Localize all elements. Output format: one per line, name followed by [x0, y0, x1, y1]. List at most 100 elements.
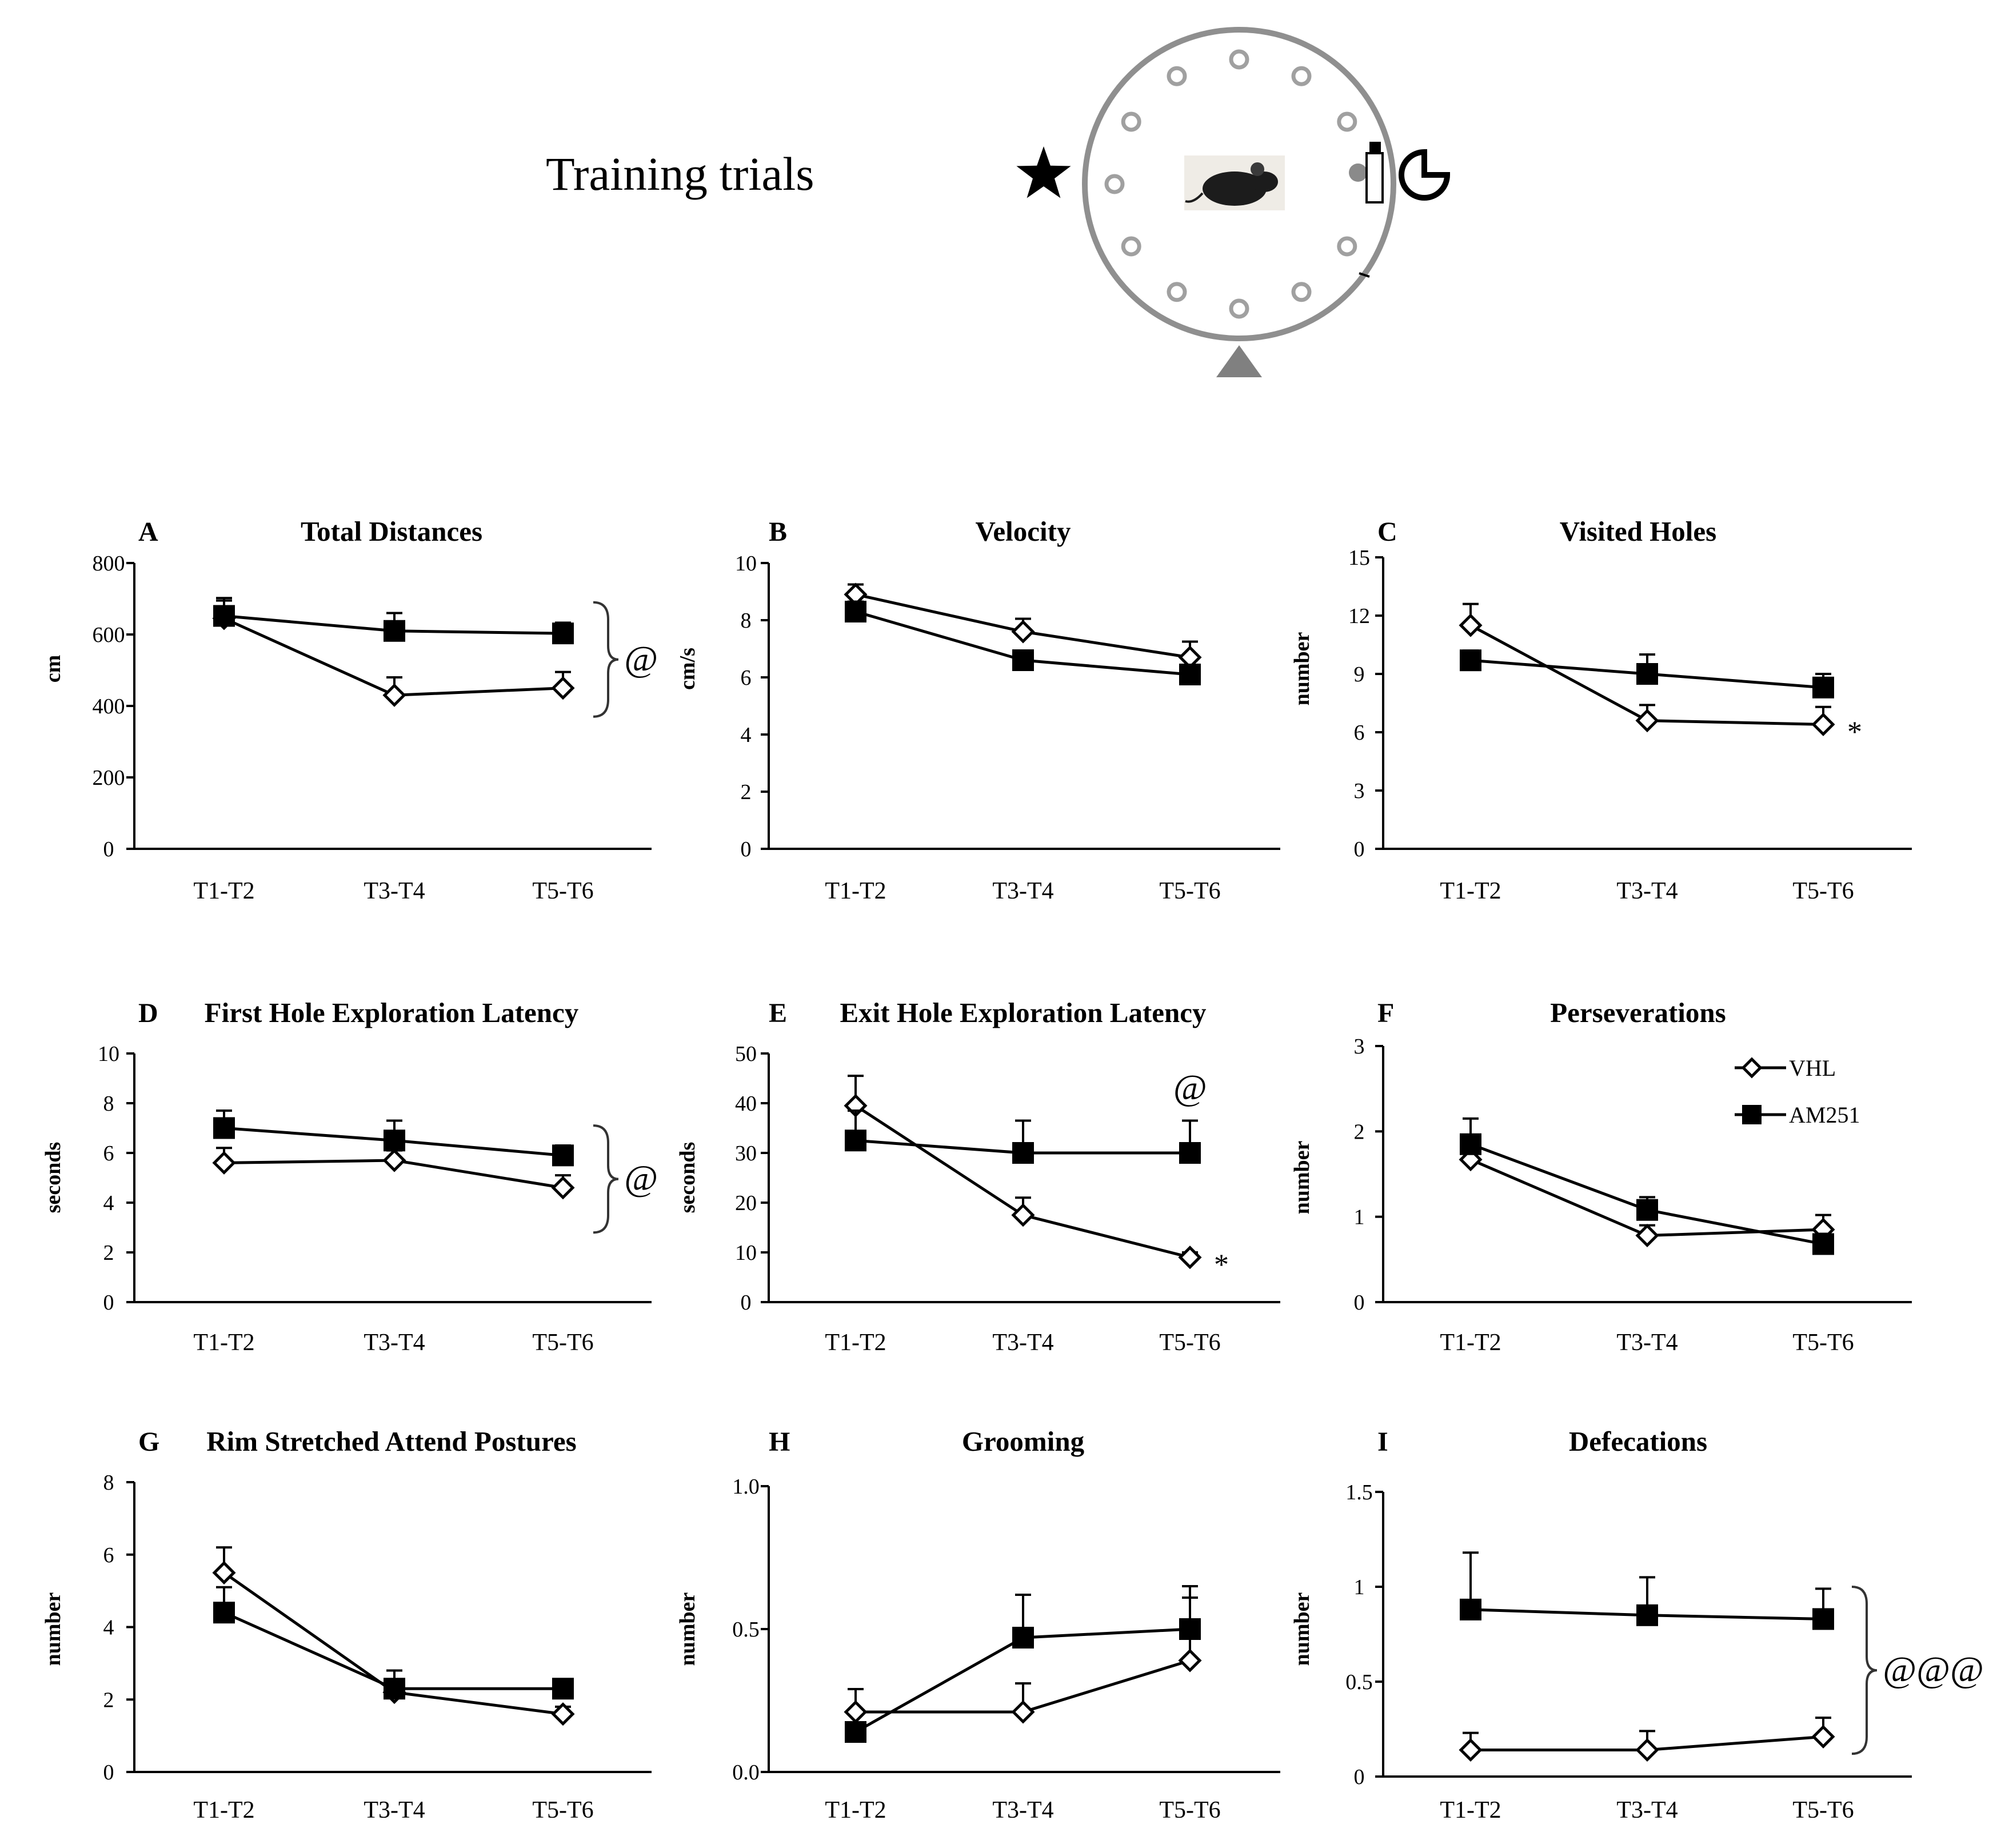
- chart-panel-h: 0.0 0.5 1.0 T1-T2 T3-T4 T5-T6 H Grooming number: [676, 1426, 1280, 1823]
- vhl-point: [551, 1702, 575, 1726]
- triangle-icon: [1216, 345, 1262, 377]
- series-vhl: [1459, 1141, 1835, 1248]
- maze-hole: [1167, 66, 1187, 86]
- am251-point: [384, 1678, 405, 1700]
- x-tick-label: T3-T4: [1616, 1797, 1678, 1823]
- panel-letter: B: [769, 517, 787, 547]
- y-tick-label: 1: [1354, 1206, 1365, 1230]
- am251-point: [552, 622, 574, 645]
- y-axis-label: number: [676, 1592, 700, 1666]
- y-axis-label: seconds: [676, 1142, 700, 1214]
- am251-point: [1012, 1627, 1034, 1649]
- x-tick-label: T1-T2: [825, 878, 886, 904]
- series-am251: [213, 597, 574, 645]
- chart-panel-c: 0 3 6 9 12 15 T1-T2 T3-T4 T5-T6 C Visited Holes num…: [1290, 516, 1912, 904]
- vhl-point: [1635, 1738, 1659, 1762]
- vhl-point: [382, 1148, 406, 1172]
- y-tick-label: 3: [1354, 779, 1365, 803]
- y-tick-label: 10: [735, 552, 757, 576]
- pacman-icon: [1399, 149, 1451, 201]
- am251-point: [384, 620, 405, 642]
- am251-point: [1012, 1142, 1034, 1164]
- series-vhl: [212, 1147, 575, 1200]
- am251-point: [1636, 1604, 1658, 1626]
- x-tick-label: T1-T2: [825, 1797, 886, 1823]
- x-tick-label: T1-T2: [825, 1330, 886, 1356]
- maze-hole: [1337, 111, 1357, 132]
- y-tick-label: 2: [1354, 1120, 1365, 1144]
- maze-hole: [1167, 282, 1187, 302]
- significance-bracket: [593, 601, 619, 718]
- chart-panel-g: 0 2 4 6 8 T1-T2 T3-T4 T5-T6 G Rim Stretched Atten…: [41, 1426, 652, 1823]
- chart-panel-i: 0 0.5 1 1.5 T1-T2 T3-T4 T5-T6 I Defecations numbe…: [1290, 1426, 1984, 1823]
- x-tick-label: T3-T4: [1616, 1330, 1678, 1356]
- y-tick-label: 40: [735, 1092, 757, 1116]
- vhl-point: [1011, 1700, 1035, 1724]
- maze-hole: [1121, 111, 1141, 132]
- series-am251: [213, 1586, 574, 1700]
- y-tick-label: 10: [98, 1042, 119, 1066]
- y-tick-label: 0: [103, 1761, 114, 1785]
- vhl-point: [1011, 1203, 1035, 1227]
- panel-letter: F: [1377, 998, 1394, 1028]
- maze-hole: [1121, 236, 1141, 257]
- y-tick-label: 1.5: [1345, 1480, 1373, 1504]
- y-tick-label: 0: [103, 837, 114, 861]
- mouse-icon: [1184, 155, 1285, 210]
- chart-title: Exit Hole Exploration Latency: [840, 997, 1207, 1028]
- significance-bracket: [1851, 1586, 1878, 1755]
- x-tick-label: T3-T4: [992, 1797, 1053, 1823]
- y-tick-label: 2: [741, 780, 752, 804]
- y-tick-label: 9: [1354, 662, 1365, 686]
- significance-mark: @: [624, 1158, 658, 1199]
- y-tick-label: 400: [93, 695, 125, 719]
- maze-hole: [1229, 298, 1249, 319]
- star-icon: [1016, 146, 1071, 198]
- series-am251: [845, 1109, 1201, 1164]
- panel-letter: A: [138, 517, 158, 547]
- vhl-point: [212, 1560, 236, 1584]
- panel-letter: E: [769, 998, 787, 1028]
- panel-letter: H: [769, 1427, 790, 1457]
- vhl-point: [1178, 1246, 1202, 1270]
- exit-hole: [1349, 163, 1367, 182]
- y-axis-label: number: [1290, 1140, 1314, 1214]
- x-tick-label: T1-T2: [1440, 878, 1501, 904]
- legend-vhl-marker: [1741, 1057, 1763, 1079]
- vhl-point: [844, 1700, 868, 1724]
- y-tick-label: 1: [1354, 1575, 1365, 1599]
- x-tick-label: T1-T2: [1440, 1330, 1501, 1356]
- x-tick-label: T1-T2: [193, 878, 254, 904]
- x-tick-label: T5-T6: [532, 1330, 593, 1356]
- y-tick-label: 6: [103, 1543, 114, 1567]
- y-tick-label: 15: [1348, 546, 1370, 570]
- rim-mark: [1359, 272, 1370, 278]
- chart-title: Total Distances: [301, 516, 482, 547]
- am251-point: [1179, 1618, 1201, 1640]
- significance-mark: @: [1173, 1067, 1207, 1108]
- page-title: Training trials: [546, 147, 814, 200]
- x-tick-label: T5-T6: [1159, 1330, 1220, 1356]
- panel-letter: I: [1377, 1427, 1388, 1457]
- y-tick-label: 0: [741, 837, 752, 861]
- y-tick-label: 600: [93, 623, 125, 647]
- maze-diagram: [1016, 27, 1451, 377]
- y-axis-label: seconds: [41, 1142, 65, 1214]
- y-tick-label: 800: [93, 552, 125, 576]
- y-tick-label: 8: [741, 609, 752, 633]
- panel-letter: C: [1377, 517, 1397, 547]
- chart-title: Rim Stretched Attend Postures: [206, 1426, 576, 1457]
- am251-point: [1812, 1233, 1834, 1255]
- chart-title: Visited Holes: [1560, 516, 1716, 547]
- am251-point: [1179, 664, 1201, 685]
- y-tick-label: 200: [93, 766, 125, 790]
- x-tick-label: T5-T6: [532, 1797, 593, 1823]
- legend-am251-marker: [1742, 1105, 1762, 1124]
- maze-hole: [1337, 236, 1357, 257]
- am251-point: [1636, 1199, 1658, 1221]
- x-tick-label: T5-T6: [532, 878, 593, 904]
- y-tick-label: 0.5: [732, 1618, 760, 1642]
- series-vhl: [844, 582, 1202, 669]
